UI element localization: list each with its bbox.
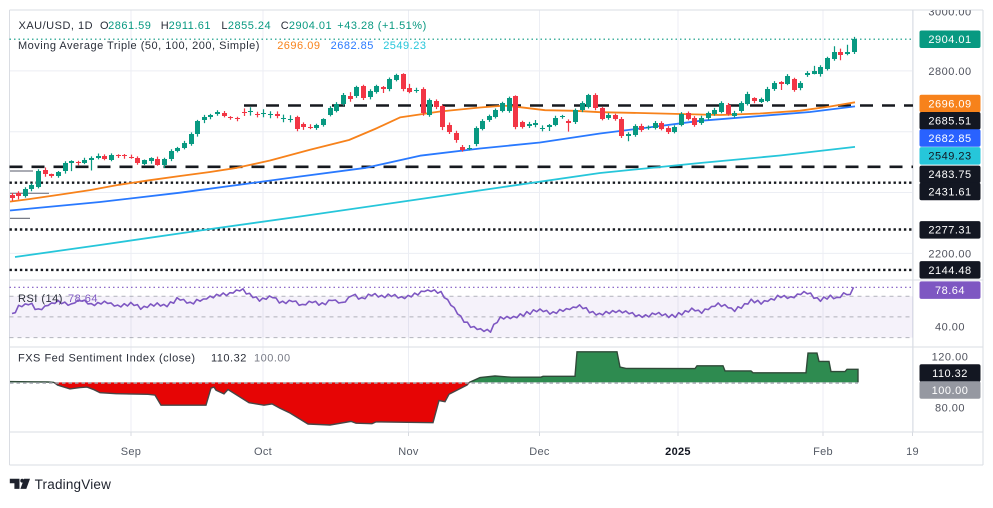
- svg-text:Nov: Nov: [398, 446, 419, 458]
- svg-text:2861.59: 2861.59: [108, 20, 151, 32]
- svg-text:2483.75: 2483.75: [928, 169, 971, 181]
- svg-text:Sep: Sep: [121, 446, 141, 458]
- svg-text:78.64: 78.64: [935, 285, 965, 297]
- svg-text:2904.01: 2904.01: [289, 20, 332, 32]
- svg-text:2549.23: 2549.23: [928, 151, 971, 163]
- svg-text:2200.00: 2200.00: [928, 248, 971, 260]
- svg-text:2800.00: 2800.00: [928, 66, 971, 78]
- svg-text:3000.00: 3000.00: [928, 6, 971, 18]
- svg-text:78.64: 78.64: [68, 293, 98, 305]
- svg-text:C: C: [281, 20, 289, 32]
- svg-text:100.00: 100.00: [254, 353, 291, 365]
- svg-text:2431.61: 2431.61: [928, 187, 971, 199]
- svg-text:2855.24: 2855.24: [228, 20, 271, 32]
- svg-text:40.00: 40.00: [935, 321, 965, 333]
- svg-text:2696.09: 2696.09: [928, 98, 971, 110]
- svg-text:80.00: 80.00: [935, 402, 965, 414]
- svg-text:2911.61: 2911.61: [169, 20, 211, 32]
- svg-text:TradingView: TradingView: [35, 477, 112, 492]
- svg-text:2682.85: 2682.85: [928, 133, 971, 145]
- svg-text:100.00: 100.00: [932, 385, 969, 397]
- svg-text:Feb: Feb: [813, 446, 833, 458]
- svg-text:110.32: 110.32: [932, 368, 968, 380]
- svg-text:RSI (14): RSI (14): [18, 293, 63, 305]
- svg-text:XAU/USD, 1D: XAU/USD, 1D: [19, 20, 94, 32]
- svg-text:FXS Fed Sentiment Index (close: FXS Fed Sentiment Index (close): [18, 353, 196, 365]
- svg-text:2025: 2025: [665, 446, 691, 458]
- svg-text:2277.31: 2277.31: [928, 225, 971, 237]
- svg-text:L: L: [221, 20, 228, 32]
- svg-text:+43.28 (+1.51%): +43.28 (+1.51%): [337, 20, 426, 32]
- svg-text:2696.09: 2696.09: [277, 40, 320, 52]
- svg-text:2549.23: 2549.23: [383, 40, 426, 52]
- svg-text:Moving Average Triple (50, 100: Moving Average Triple (50, 100, 200, Sim…: [18, 40, 260, 52]
- svg-text:Dec: Dec: [529, 446, 550, 458]
- svg-text:2904.01: 2904.01: [928, 34, 971, 46]
- svg-text:H: H: [161, 20, 169, 32]
- svg-text:110.32: 110.32: [211, 353, 247, 365]
- svg-text:19: 19: [906, 446, 919, 458]
- svg-text:O: O: [100, 20, 109, 32]
- svg-text:120.00: 120.00: [932, 351, 969, 363]
- svg-text:2685.51: 2685.51: [928, 116, 971, 128]
- svg-text:Oct: Oct: [254, 446, 272, 458]
- svg-text:2144.48: 2144.48: [928, 265, 971, 277]
- svg-text:2682.85: 2682.85: [331, 40, 374, 52]
